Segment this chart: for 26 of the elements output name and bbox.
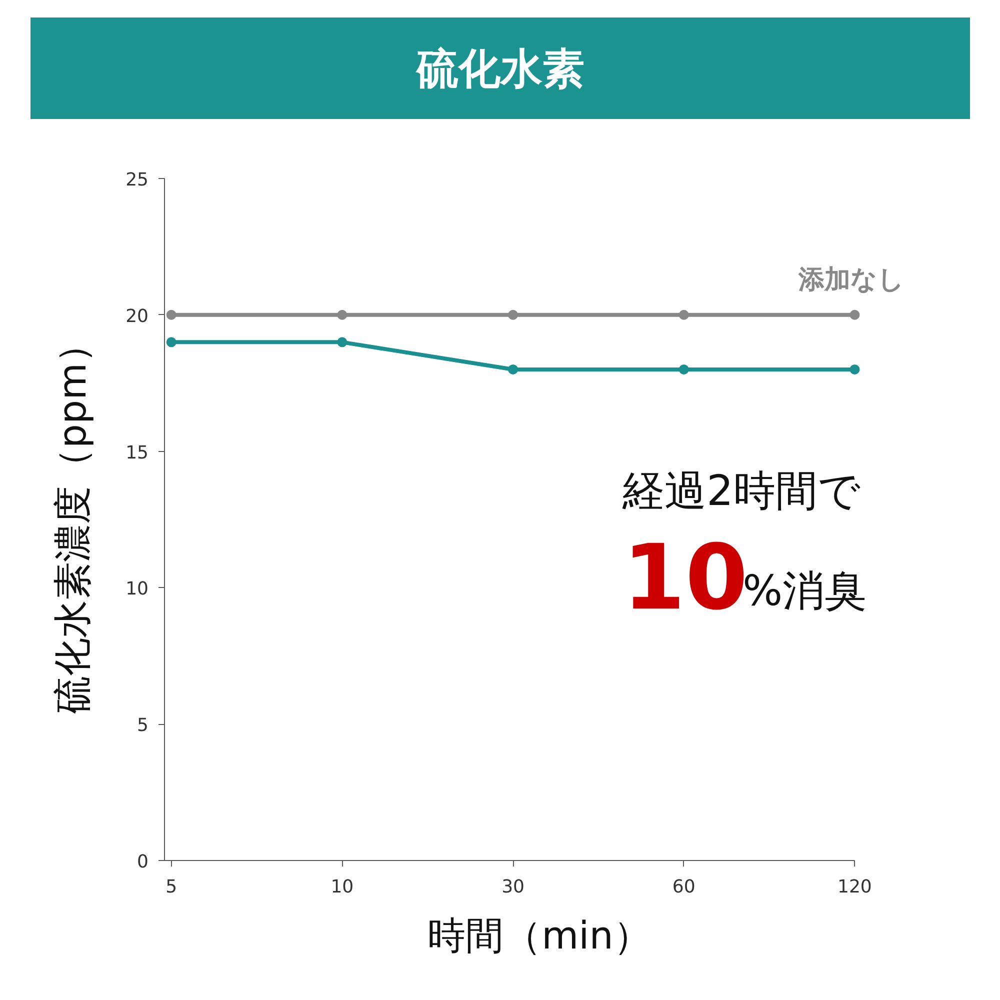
- x-tick-label: 5: [166, 876, 178, 898]
- y-tick-label: 20: [126, 306, 148, 327]
- point: [166, 310, 176, 320]
- point: [850, 310, 860, 320]
- series-label: 添加なし: [798, 264, 905, 295]
- x-tick-label: 30: [502, 876, 524, 898]
- annotation: 経過2時間で: [622, 466, 860, 515]
- x-tick-label: 60: [672, 876, 696, 898]
- y-tick-label: 25: [126, 170, 148, 190]
- point: [508, 310, 518, 320]
- point: [850, 364, 860, 374]
- point: [166, 337, 176, 348]
- y-tick-label: 15: [126, 442, 148, 464]
- point: [337, 337, 348, 348]
- x-tick-label: 10: [330, 876, 354, 898]
- y-tick-label: 10: [126, 578, 148, 600]
- x-axis-title: 時間（min）: [428, 914, 652, 958]
- x-tick-label: 120: [838, 876, 872, 898]
- y-axis-title: 硫化水素濃度（ppm）: [50, 324, 95, 714]
- y-tick-label: 0: [137, 852, 148, 872]
- point: [337, 310, 348, 320]
- y-tick-label: 5: [137, 715, 148, 736]
- point: [678, 364, 689, 374]
- chart-title: 硫化水素: [416, 44, 584, 93]
- point: [508, 364, 518, 374]
- point: [678, 310, 689, 320]
